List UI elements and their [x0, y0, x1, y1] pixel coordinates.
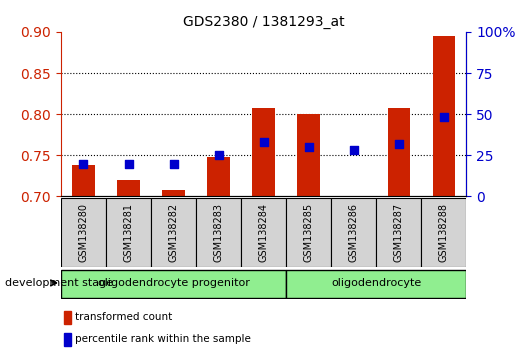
Bar [286, 269, 466, 298]
Bar [297, 114, 320, 196]
Bar [252, 108, 275, 196]
Bar [331, 198, 376, 267]
Bar [207, 157, 230, 196]
Text: GSM138280: GSM138280 [78, 203, 89, 262]
Point [259, 139, 268, 145]
Bar [432, 36, 455, 196]
Bar [241, 198, 286, 267]
Text: percentile rank within the sample: percentile rank within the sample [75, 335, 251, 344]
Text: transformed count: transformed count [75, 312, 172, 322]
Text: oligodendrocyte: oligodendrocyte [331, 278, 421, 288]
Bar [376, 198, 421, 267]
Text: GSM138282: GSM138282 [169, 203, 179, 262]
Bar [387, 108, 410, 196]
Text: GSM138286: GSM138286 [349, 203, 359, 262]
Text: GSM138281: GSM138281 [123, 203, 134, 262]
Bar [61, 198, 106, 267]
Point [80, 161, 88, 166]
Text: GSM138287: GSM138287 [394, 203, 404, 262]
Text: development stage: development stage [5, 278, 113, 288]
Bar [72, 165, 95, 196]
Bar [64, 311, 71, 324]
Text: GSM138285: GSM138285 [304, 203, 314, 262]
Text: GSM138283: GSM138283 [214, 203, 224, 262]
Bar [117, 180, 140, 196]
Text: GSM138288: GSM138288 [439, 203, 449, 262]
Text: GSM138284: GSM138284 [259, 203, 269, 262]
Bar [106, 198, 151, 267]
Point [394, 141, 403, 147]
Bar [61, 269, 286, 298]
Point [169, 161, 178, 166]
Bar [162, 190, 185, 196]
Point [350, 148, 358, 153]
Bar [151, 198, 196, 267]
Title: GDS2380 / 1381293_at: GDS2380 / 1381293_at [183, 16, 344, 29]
Bar [286, 198, 331, 267]
Bar [421, 198, 466, 267]
Point [304, 144, 313, 150]
Point [124, 161, 132, 166]
Point [214, 153, 223, 158]
Bar [196, 198, 241, 267]
Point [440, 115, 448, 120]
Text: oligodendrocyte progenitor: oligodendrocyte progenitor [98, 278, 250, 288]
Bar [64, 333, 71, 346]
